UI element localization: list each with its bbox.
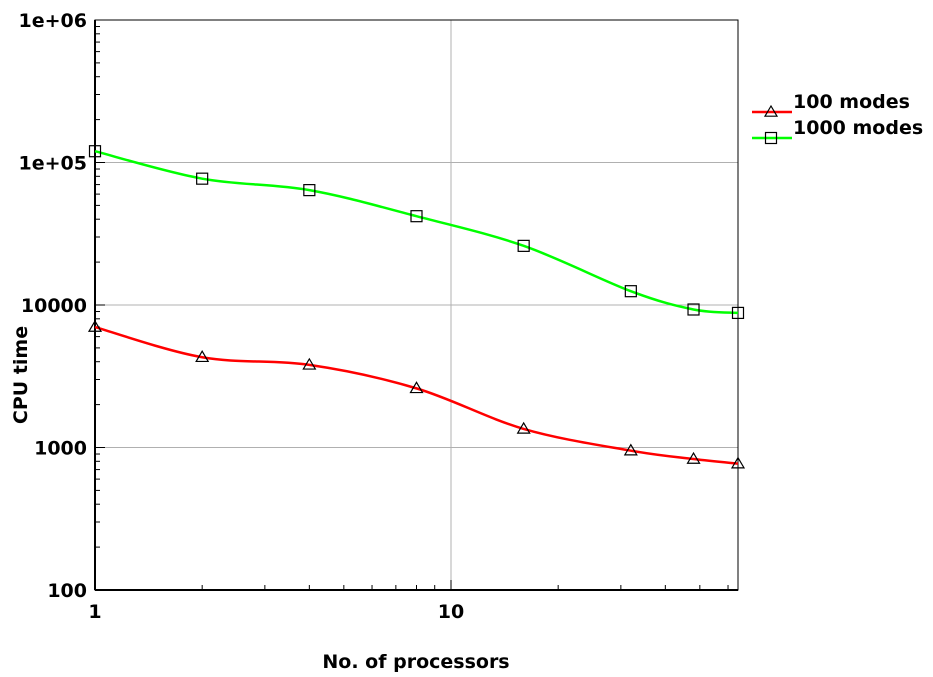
data-point-100-modes (302, 357, 317, 370)
grid-lines (95, 20, 738, 590)
data-point-100-modes (87, 319, 103, 332)
x-tick-label: 10 (438, 601, 464, 623)
data-point-100-modes (195, 350, 210, 363)
legend-label-1000-modes: 1000 modes (793, 117, 923, 139)
legend-marker-1000-modes (764, 131, 778, 145)
series-line-100-modes (94, 325, 739, 465)
y-tick-label: 1000 (34, 438, 87, 460)
legend-marker-100-modes (763, 104, 779, 117)
data-point-1000-modes (687, 303, 700, 316)
legend: 100 modes 1000 modes (752, 91, 923, 145)
series-lines (94, 150, 739, 465)
y-tick-label: 100 (47, 580, 87, 602)
y-axis-title: CPU time (10, 326, 32, 424)
data-point-1000-modes (624, 285, 637, 298)
data-point-100-modes (730, 456, 746, 469)
data-point-1000-modes (731, 306, 745, 320)
legend-label-100-modes: 100 modes (793, 91, 910, 113)
data-point-1000-modes (410, 210, 423, 223)
x-tick-labels: 1 10 (88, 601, 464, 623)
data-point-1000-modes (303, 184, 316, 197)
x-tick-label: 1 (88, 601, 101, 623)
data-point-100-modes (686, 451, 701, 464)
data-point-1000-modes (196, 172, 209, 185)
series-line-1000-modes (94, 150, 739, 315)
y-tick-label: 1e+05 (19, 153, 87, 175)
data-point-1000-modes (88, 145, 102, 158)
series-markers (87, 145, 746, 469)
data-point-100-modes (516, 421, 531, 434)
y-tick-label: 1e+06 (19, 10, 87, 32)
y-tick-label: 10000 (21, 295, 87, 317)
data-point-1000-modes (517, 239, 530, 252)
data-point-100-modes (623, 443, 638, 456)
x-axis-title: No. of processors (322, 651, 509, 673)
data-point-100-modes (409, 381, 424, 394)
y-tick-labels: 100 1000 10000 1e+05 1e+06 (19, 10, 87, 602)
